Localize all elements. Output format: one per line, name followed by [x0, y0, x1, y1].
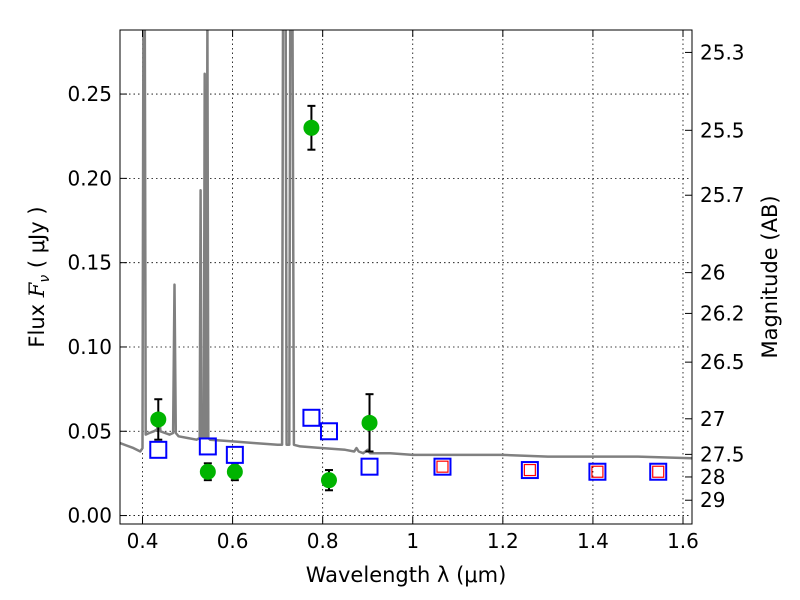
observed-point	[303, 119, 320, 136]
plot-frame	[119, 29, 693, 525]
x-tick-label: 0.8	[307, 529, 339, 553]
model-spectrum-line	[120, 30, 692, 460]
y-axis-title: Flux Fν ( μJy )	[25, 206, 53, 347]
x-axis-title: Wavelength λ (μm)	[306, 563, 507, 587]
x-tick-label: 1.6	[667, 529, 699, 553]
model-photometry-square	[649, 462, 668, 481]
y-axis-title-symbol: F	[25, 281, 49, 298]
axes: 0.4 0.6 0.8 1 1.2 1.4 1.6 0.00 0.05 0.10 0.15 0.20 0…	[67, 30, 745, 553]
nir-photometry-square	[652, 465, 665, 478]
y-tick-label: 0.20	[67, 166, 112, 190]
y2-tick-label: 25.7	[700, 183, 745, 207]
observed-point	[199, 463, 216, 480]
y2-tick-label: 25.3	[700, 40, 745, 64]
y-tick-label: 0.25	[67, 82, 112, 106]
y-tick-label: 0.00	[67, 504, 112, 528]
model-photometry-square	[319, 422, 338, 441]
y2-tick-label: 28	[700, 465, 725, 489]
model-photometry-square	[520, 461, 539, 480]
x-tick-label: 1.4	[577, 529, 609, 553]
y2-tick-label: 27	[700, 407, 725, 431]
nir-photometry-square	[523, 463, 536, 477]
y-tick-label: 0.05	[67, 419, 112, 443]
y2-tick-label: 25.5	[700, 118, 745, 142]
y2-tick-label: 26.2	[700, 301, 745, 325]
y2-tick-label: 26.5	[700, 350, 745, 374]
x-tick-label: 1	[406, 529, 419, 553]
nir-photometry-square	[591, 465, 604, 478]
observed-point	[150, 411, 167, 428]
y-tick-label: 0.10	[67, 335, 112, 359]
observed-point	[226, 463, 243, 480]
x-tick-label: 0.4	[127, 529, 159, 553]
y-axis-title-prefix: Flux	[25, 297, 49, 347]
model-photometry-square	[225, 445, 244, 464]
x-tick-label: 1.2	[487, 529, 519, 553]
y-axis-title-subscript: ν	[37, 275, 53, 283]
y2-axis-title: Magnitude (AB)	[758, 195, 782, 358]
y-tick-label: 0.15	[67, 251, 112, 275]
y2-tick-label: 26	[700, 261, 725, 285]
y2-tick-label: 27.5	[700, 442, 745, 466]
y-axis-title-suffix: ( μJy )	[25, 206, 49, 274]
nir-photometry-square	[436, 460, 449, 473]
observed-point	[320, 472, 337, 489]
model-photometry-square	[588, 462, 607, 481]
x-tick-label: 0.6	[217, 529, 249, 553]
y2-tick-label: 29	[700, 488, 725, 512]
plot-area	[120, 30, 692, 492]
model-photometry-square	[360, 457, 379, 476]
model-photometry-square	[198, 437, 217, 456]
observed-point	[361, 414, 378, 431]
model-photometry-square	[433, 457, 452, 476]
model-photometry-square	[149, 440, 168, 459]
model-photometry-square	[302, 408, 321, 427]
grid	[120, 30, 692, 524]
